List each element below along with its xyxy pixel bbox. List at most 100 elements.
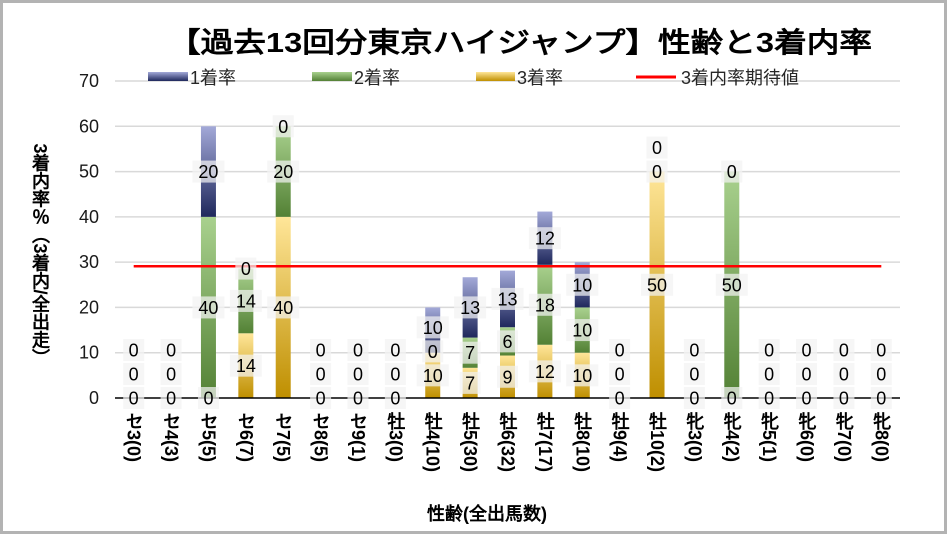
data-label: 12 bbox=[528, 227, 561, 250]
data-label-text: 10 bbox=[572, 275, 592, 295]
data-label-box bbox=[833, 387, 855, 409]
data-label-box bbox=[609, 387, 631, 409]
legend-item-3rd-rate[interactable]: 3着率 bbox=[476, 68, 563, 88]
data-label: 0 bbox=[384, 339, 406, 361]
data-label-box bbox=[229, 289, 262, 312]
data-label: 0 bbox=[347, 363, 369, 385]
legend-swatch-3rd-rate bbox=[476, 72, 515, 81]
data-label: 10 bbox=[416, 364, 449, 387]
data-label-text: 0 bbox=[764, 389, 774, 409]
data-label: 13 bbox=[454, 296, 487, 319]
data-label-text: 20 bbox=[198, 162, 218, 182]
data-label-text: 0 bbox=[390, 341, 400, 361]
legend-item-2nd-rate[interactable]: 2着率 bbox=[312, 68, 400, 88]
data-label-box bbox=[197, 387, 219, 409]
data-label: 0 bbox=[310, 387, 332, 409]
y-tick-label: 20 bbox=[79, 297, 99, 317]
data-label-box bbox=[566, 273, 599, 296]
data-label-text: 20 bbox=[273, 162, 293, 182]
data-label-box bbox=[609, 363, 631, 385]
data-label-text: 40 bbox=[273, 298, 293, 318]
data-label-text: 0 bbox=[615, 389, 625, 409]
data-label: 12 bbox=[528, 360, 561, 383]
data-label-box bbox=[833, 363, 855, 385]
data-label: 0 bbox=[796, 363, 818, 385]
data-label: 0 bbox=[796, 387, 818, 409]
data-label: 0 bbox=[758, 387, 780, 409]
legend-swatch-1st-rate bbox=[148, 72, 188, 81]
data-label-text: 0 bbox=[839, 341, 849, 361]
data-label-box bbox=[123, 339, 145, 361]
x-tick-label: 牡9(4) bbox=[609, 412, 630, 463]
legend-item-expected-rate[interactable]: 3着内率期待値 bbox=[636, 68, 799, 88]
data-label: 0 bbox=[422, 340, 444, 363]
data-label-box bbox=[454, 296, 487, 319]
data-label: 0 bbox=[197, 387, 219, 409]
data-label-box bbox=[528, 227, 561, 250]
data-label-box bbox=[267, 160, 300, 183]
data-label-box bbox=[870, 387, 892, 409]
data-label: 14 bbox=[229, 289, 262, 312]
data-label-box bbox=[235, 257, 257, 280]
data-label-box bbox=[192, 160, 225, 183]
y-tick-label: 10 bbox=[79, 343, 99, 363]
data-label: 0 bbox=[683, 387, 705, 409]
data-label-text: 0 bbox=[689, 341, 699, 361]
legend-item-1st-rate[interactable]: 1着率 bbox=[148, 68, 236, 88]
data-label: 0 bbox=[384, 363, 406, 385]
x-tick-label: 牡6(32) bbox=[497, 412, 518, 473]
data-label-text: 0 bbox=[278, 117, 288, 137]
data-label-text: 0 bbox=[166, 389, 176, 409]
legend-label-2nd-rate: 2着率 bbox=[354, 68, 400, 88]
y-tick-label: 0 bbox=[89, 388, 99, 408]
x-tick-label: 牝3(0) bbox=[684, 412, 705, 463]
data-label-text: 6 bbox=[502, 332, 512, 352]
y-axis-ticks: 0 10 20 30 40 50 60 70 bbox=[79, 71, 99, 408]
data-label: 0 bbox=[609, 363, 631, 385]
legend-label-3rd-rate: 3着率 bbox=[517, 68, 563, 88]
data-label: 0 bbox=[347, 387, 369, 409]
data-label-text: 0 bbox=[876, 341, 886, 361]
data-label-text: 0 bbox=[316, 365, 326, 385]
data-label: 0 bbox=[609, 339, 631, 361]
data-label-text: 0 bbox=[241, 259, 251, 279]
x-tick-label: セ8(5) bbox=[310, 412, 331, 463]
data-label-text: 0 bbox=[390, 365, 400, 385]
data-label-box bbox=[497, 365, 518, 388]
data-label-box bbox=[566, 364, 599, 387]
y-tick-label: 40 bbox=[79, 207, 99, 227]
data-label: 0 bbox=[870, 387, 892, 409]
data-label-text: 0 bbox=[689, 365, 699, 385]
x-tick-label: 牝7(0) bbox=[833, 412, 854, 463]
data-label-text: 13 bbox=[460, 298, 480, 318]
legend-label-1st-rate: 1着率 bbox=[190, 68, 236, 88]
data-label: 0 bbox=[721, 160, 743, 183]
data-label-text: 50 bbox=[722, 275, 742, 295]
x-tick-label: 牝8(0) bbox=[871, 412, 892, 463]
x-tick-label: セ3(0) bbox=[123, 412, 144, 463]
x-axis-title: 性齢(全出馬数) bbox=[427, 504, 547, 524]
data-label-text: 7 bbox=[465, 343, 475, 363]
data-label-box bbox=[347, 339, 369, 361]
x-tick-label: 牡7(17) bbox=[534, 412, 555, 473]
data-label-box bbox=[870, 339, 892, 361]
data-label-box bbox=[683, 339, 705, 361]
legend-label-expected-rate: 3着内率期待値 bbox=[681, 68, 799, 88]
x-tick-label: 牡4(10) bbox=[422, 412, 443, 473]
data-labels: 0 0 0 0 0 0 0 40 20 14 14 0 40 20 0 0 0 0 0 0 0 0 0 0 10 0 10 7 7 13 9… bbox=[123, 115, 892, 409]
data-label-text: 50 bbox=[647, 275, 667, 295]
data-label-text: 7 bbox=[465, 373, 475, 393]
data-label-text: 0 bbox=[764, 365, 774, 385]
legend: 1着率 2着率 3着率 3着内率期待値 bbox=[148, 68, 799, 88]
data-label: 0 bbox=[646, 136, 668, 159]
data-label-box bbox=[796, 339, 818, 361]
data-label-text: 18 bbox=[535, 295, 555, 315]
data-label-text: 0 bbox=[129, 365, 139, 385]
x-tick-label: セ5(5) bbox=[198, 412, 219, 463]
data-label: 0 bbox=[870, 363, 892, 385]
x-tick-label: 牡5(30) bbox=[460, 412, 481, 473]
data-label-box bbox=[646, 136, 668, 159]
x-tick-label: セ4(3) bbox=[161, 412, 182, 463]
data-label-text: 0 bbox=[689, 389, 699, 409]
data-label-box bbox=[123, 387, 145, 409]
